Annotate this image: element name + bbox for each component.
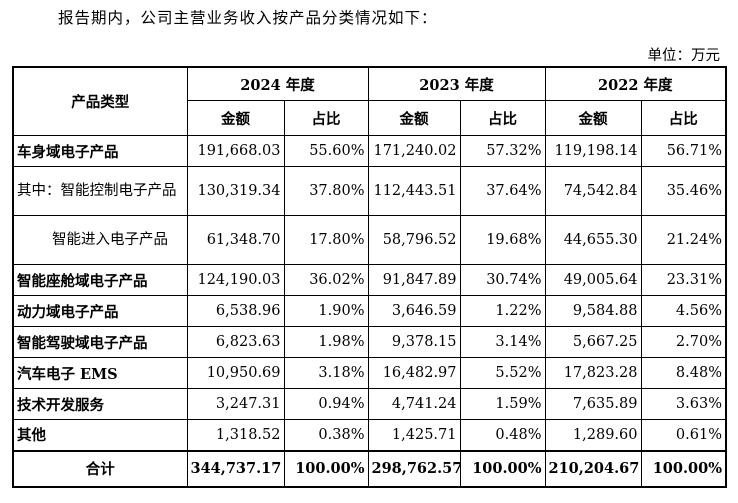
amount-cell: 9,584.88 [544, 295, 642, 327]
header-ratio: 占比 [283, 100, 369, 136]
ratio-cell: 0.94% [283, 388, 369, 420]
ratio-cell: 100.00% [283, 449, 369, 487]
header-ratio: 占比 [459, 100, 546, 136]
row-label: 智能进入电子产品 [12, 215, 188, 265]
header-category: 产品类型 [12, 66, 188, 136]
amount-cell: 74,542.84 [544, 166, 642, 216]
ratio-cell: 19.68% [459, 215, 546, 265]
ratio-cell: 0.38% [283, 419, 369, 451]
ratio-cell: 23.31% [640, 264, 727, 296]
ratio-cell: 17.80% [283, 215, 369, 265]
amount-cell: 210,204.67 [544, 449, 642, 487]
amount-cell: 119,198.14 [544, 135, 642, 167]
table-row: 汽车电子 EMS 10,950.69 3.18% 16,482.97 5.52% 17,8… [12, 357, 727, 389]
ratio-cell: 3.14% [459, 326, 546, 358]
row-label: 汽车电子 EMS [12, 357, 188, 389]
header-amount: 金额 [367, 100, 461, 136]
amount-cell: 344,737.17 [186, 449, 285, 487]
amount-cell: 6,823.63 [186, 326, 285, 358]
amount-cell: 191,668.03 [186, 135, 285, 167]
header-amount: 金额 [544, 100, 642, 136]
ratio-cell: 1.90% [283, 295, 369, 327]
total-row: 合计 344,737.17 100.00% 298,762.57 100.00%… [12, 449, 727, 487]
amount-cell: 17,823.28 [544, 357, 642, 389]
amount-cell: 7,635.89 [544, 388, 642, 420]
amount-cell: 9,378.15 [367, 326, 461, 358]
amount-cell: 6,538.96 [186, 295, 285, 327]
row-label: 合计 [12, 449, 188, 487]
amount-cell: 130,319.34 [186, 166, 285, 216]
table-row: 技术开发服务 3,247.31 0.94% 4,741.24 1.59% 7,635.89… [12, 388, 727, 420]
table-row: 车身域电子产品 191,668.03 55.60% 171,240.02 57.32% 1… [12, 135, 727, 167]
ratio-cell: 35.46% [640, 166, 727, 216]
amount-cell: 1,289.60 [544, 419, 642, 451]
table-row: 智能进入电子产品 61,348.70 17.80% 58,796.52 19.68% 44… [12, 215, 727, 265]
header-ratio: 占比 [640, 100, 727, 136]
amount-cell: 1,425.71 [367, 419, 461, 451]
ratio-cell: 30.74% [459, 264, 546, 296]
ratio-cell: 100.00% [640, 449, 727, 487]
amount-cell: 5,667.25 [544, 326, 642, 358]
row-label: 动力域电子产品 [12, 295, 188, 327]
amount-cell: 91,847.89 [367, 264, 461, 296]
row-label: 其他 [12, 419, 188, 451]
header-row-metrics: 金额 占比 金额 占比 金额 占比 [13, 100, 727, 136]
ratio-cell: 37.64% [459, 166, 546, 216]
amount-cell: 49,005.64 [544, 264, 642, 296]
header-row-years: 产品类型 2024 年度 2023 年度 2022 年度 [12, 66, 727, 136]
row-label: 智能座舱域电子产品 [12, 264, 188, 296]
amount-cell: 3,247.31 [186, 388, 285, 420]
amount-cell: 298,762.57 [367, 449, 461, 487]
ratio-cell: 0.61% [640, 419, 727, 451]
revenue-table: 产品类型 2024 年度 2023 年度 2022 年度 金额 占比 金额 占比… [12, 66, 727, 488]
ratio-cell: 3.18% [283, 357, 369, 389]
amount-cell: 44,655.30 [544, 215, 642, 265]
table-row: 其他 1,318.52 0.38% 1,425.71 0.48% 1,289.60 0.61… [12, 419, 727, 451]
ratio-cell: 8.48% [640, 357, 727, 389]
table-row: 动力域电子产品 6,538.96 1.90% 3,646.59 1.22% 9,584.8… [12, 295, 727, 327]
amount-cell: 1,318.52 [186, 419, 285, 451]
ratio-cell: 1.59% [459, 388, 546, 420]
ratio-cell: 4.56% [640, 295, 727, 327]
ratio-cell: 3.63% [640, 388, 727, 420]
header-year-2023: 2023 年度 [367, 66, 546, 101]
row-label: 其中：智能控制电子产品 [12, 166, 188, 216]
header-year-2024: 2024 年度 [186, 66, 369, 101]
amount-cell: 58,796.52 [367, 215, 461, 265]
table-row: 智能座舱域电子产品 124,190.03 36.02% 91,847.89 30.74%… [12, 264, 727, 296]
table-row: 其中：智能控制电子产品 130,319.34 37.80% 112,443.51 37.… [12, 166, 727, 216]
ratio-cell: 21.24% [640, 215, 727, 265]
amount-cell: 124,190.03 [186, 264, 285, 296]
amount-cell: 171,240.02 [367, 135, 461, 167]
row-label: 技术开发服务 [12, 388, 188, 420]
row-label: 智能驾驶域电子产品 [12, 326, 188, 358]
amount-cell: 16,482.97 [367, 357, 461, 389]
ratio-cell: 57.32% [459, 135, 546, 167]
ratio-cell: 2.70% [640, 326, 727, 358]
amount-cell: 61,348.70 [186, 215, 285, 265]
ratio-cell: 1.22% [459, 295, 546, 327]
amount-cell: 3,646.59 [367, 295, 461, 327]
header-year-2022: 2022 年度 [544, 66, 727, 101]
amount-cell: 112,443.51 [367, 166, 461, 216]
row-label: 车身域电子产品 [12, 135, 188, 167]
ratio-cell: 36.02% [283, 264, 369, 296]
amount-cell: 4,741.24 [367, 388, 461, 420]
header-amount: 金额 [186, 100, 285, 136]
ratio-cell: 0.48% [459, 419, 546, 451]
intro-text: 报告期内，公司主营业务收入按产品分类情况如下： [58, 9, 438, 27]
ratio-cell: 100.00% [459, 449, 546, 487]
ratio-cell: 5.52% [459, 357, 546, 389]
ratio-cell: 55.60% [283, 135, 369, 167]
amount-cell: 10,950.69 [186, 357, 285, 389]
ratio-cell: 56.71% [640, 135, 727, 167]
unit-label: 单位：万元 [647, 48, 721, 64]
ratio-cell: 1.98% [283, 326, 369, 358]
ratio-cell: 37.80% [283, 166, 369, 216]
table-row: 智能驾驶域电子产品 6,823.63 1.98% 9,378.15 3.14% 5,667… [12, 326, 727, 358]
